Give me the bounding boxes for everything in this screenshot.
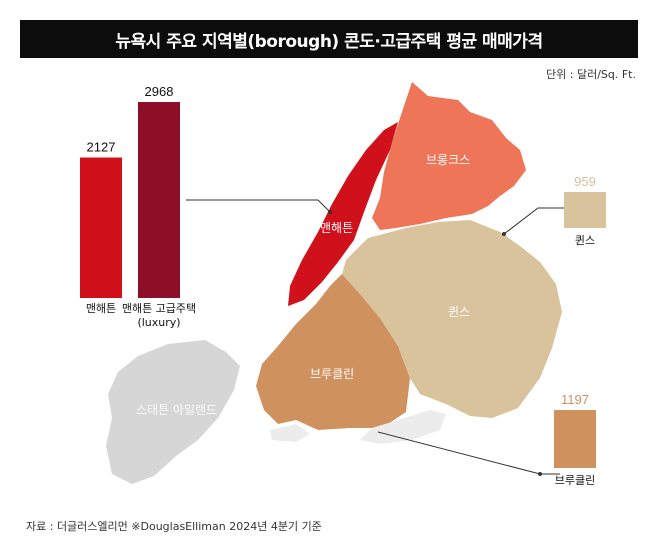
bar-value-label-0: 2127: [87, 140, 116, 155]
leader-line-queens: [503, 207, 564, 235]
water-island-shape: [360, 410, 446, 444]
bar-value-label-3: 1197: [561, 392, 589, 407]
staten-island-shape: [106, 340, 240, 484]
bar-category-label-1-0: 맨해튼 고급주택: [122, 301, 196, 315]
bar-1: [138, 102, 180, 298]
nyc-map: [106, 82, 562, 484]
bar-2: [564, 192, 606, 228]
bar-0: [80, 157, 122, 298]
chart-title: 뉴욕시 주요 지역별(borough) 콘도·고급주택 평균 매매가격: [20, 20, 638, 58]
manhattan-shape: [288, 122, 398, 306]
map-label-staten: 스태튼 아일랜드: [136, 403, 217, 417]
map-label-queens: 퀸스: [448, 305, 470, 319]
water-island-shape: [270, 424, 310, 442]
leader-dot-queens: [502, 232, 506, 236]
brooklyn-shape: [256, 274, 410, 430]
bar-value-label-1: 2968: [145, 84, 174, 99]
bar-group: 2127 맨해튼 2968 맨해튼 고급주택(luxury) 959 퀸스 1197 브루클린: [80, 84, 606, 487]
unit-label: 단위 : 달러/Sq. Ft.: [546, 68, 636, 81]
map-label-manhattan: 맨해튼: [320, 221, 353, 235]
queens-shape: [342, 220, 562, 418]
bar-category-label-3-0: 브루클린: [555, 474, 595, 487]
leader-dot-manhattan: [328, 210, 332, 214]
map-label-brooklyn: 브루클린: [310, 367, 354, 381]
bronx-shape: [372, 82, 526, 230]
map-label-bronx: 브롱크스: [426, 153, 470, 167]
source-note: 자료 : 더글러스엘리먼 ※DouglasElliman 2024년 4분기 기…: [26, 520, 322, 533]
bar-3: [554, 410, 596, 468]
bar-category-label-1-1: (luxury): [137, 316, 180, 329]
bar-value-label-2: 959: [574, 174, 596, 189]
leader-dot-brooklyn: [538, 472, 542, 476]
bar-category-label-0-0: 맨해튼: [86, 301, 116, 315]
bar-category-label-2-0: 퀸스: [575, 234, 595, 247]
leader-line-manhattan: [186, 199, 331, 213]
